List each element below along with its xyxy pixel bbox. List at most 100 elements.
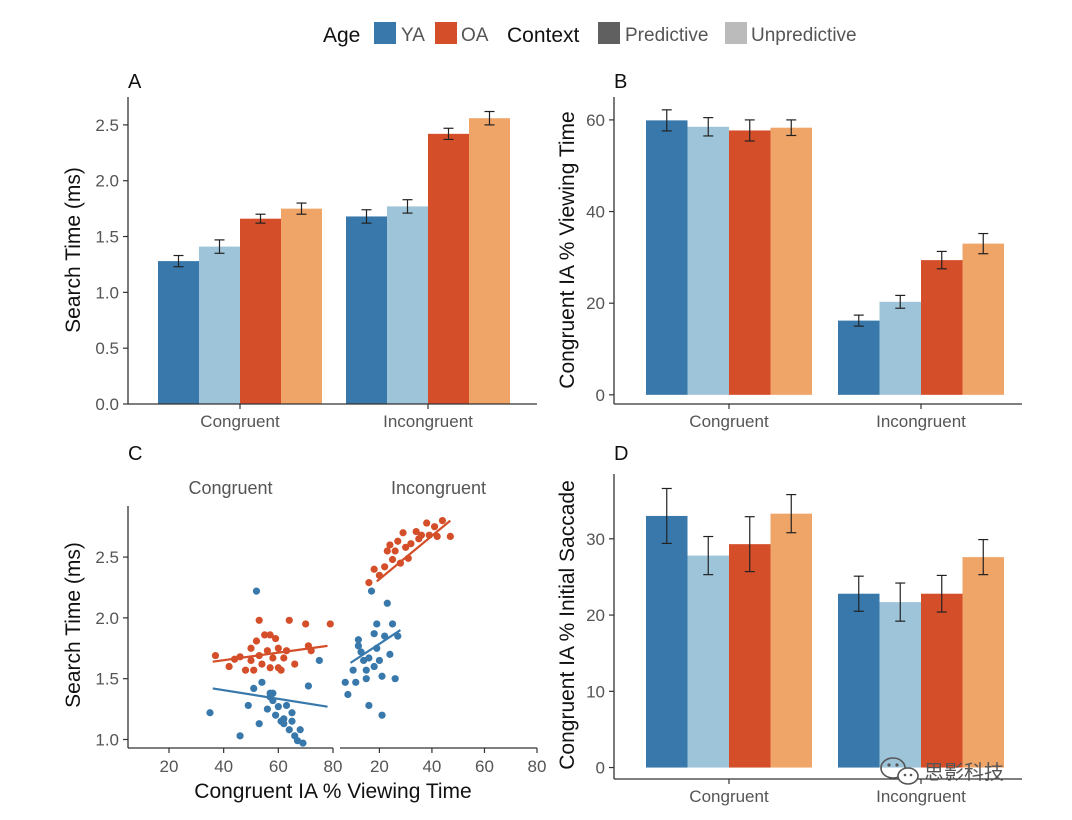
panel-c-point [263, 647, 271, 655]
panel-c-x-tick-label: 40 [422, 757, 441, 776]
panel-a-x-tick-label: Incongruent [383, 412, 473, 431]
panel-d-bar [921, 593, 963, 768]
panel-c-point [354, 636, 362, 644]
panel-c-point [266, 631, 274, 639]
panel-c-letter: C [128, 443, 142, 465]
panel-a-y-tick-label: 1.5 [95, 228, 119, 247]
panel-a-y-tick-label: 2.0 [95, 172, 119, 191]
panel-d: D Congruent IA % Initial Saccade Congruent… [556, 443, 1022, 806]
panel-c-x-tick-label: 60 [475, 757, 494, 776]
panel-c-x-axis-title: Congruent IA % Viewing Time [194, 780, 471, 803]
legend-swatch-oa [435, 22, 457, 44]
panel-c-point [362, 675, 370, 683]
panel-c-point [288, 709, 296, 717]
panel-c-facet-label: Congruent [188, 478, 272, 498]
panel-c-point [272, 711, 280, 719]
panel-c-point [417, 531, 426, 539]
legend-age-title: Age [323, 24, 360, 47]
panel-c-point [274, 703, 282, 711]
panel-c-point [383, 599, 391, 607]
panel-b-x-tick-label: Congruent [689, 412, 769, 431]
panel-d-bar [646, 515, 688, 768]
panel-c-y-tick-label: 1.5 [95, 670, 119, 689]
panel-c-point [407, 540, 415, 548]
panel-b: B Congruent IA % Viewing Time Congruent Inc… [556, 71, 1022, 431]
panel-c-point [402, 543, 410, 551]
panel-c-point [378, 672, 386, 680]
panel-c-point [373, 620, 381, 628]
panel-c-point [285, 616, 293, 624]
panel-a-y-tick-label: 0.0 [95, 395, 119, 414]
panel-d-bar [770, 513, 812, 768]
panel-c-point [266, 664, 274, 672]
panel-c-y-tick-label: 2.5 [95, 548, 119, 567]
panel-a-bar [469, 118, 510, 404]
panel-c-point [252, 637, 261, 645]
panel-c-point [285, 726, 293, 734]
panel-c: C Search Time (ms) Congruent IA % Viewing … [62, 443, 546, 803]
panel-b-x-tick-label: Incongruent [876, 412, 966, 431]
panel-a-y-tick-label: 1.0 [95, 283, 119, 302]
panel-c-point [299, 739, 307, 747]
panel-c-fit-line [376, 519, 452, 583]
panel-c-point [293, 737, 302, 745]
panel-c-point [315, 656, 323, 665]
panel-b-y-tick-label: 20 [586, 294, 605, 313]
panel-a-letter: A [128, 71, 142, 93]
panel-a-bar [240, 218, 281, 404]
panel-a: A Search Time (ms) Congruent Incongruent 0.0… [62, 71, 537, 431]
panel-b-bar [770, 127, 812, 395]
panel-c-point [370, 565, 378, 573]
panel-c-point [367, 587, 376, 595]
panel-c-point [252, 587, 261, 595]
wechat-icon [880, 757, 919, 785]
legend-context-title: Context [507, 24, 580, 47]
panel-c-point [399, 529, 407, 537]
panel-c-point [280, 715, 288, 723]
panel-c-point [370, 662, 378, 671]
panel-c-point [388, 620, 397, 628]
panel-c-x-tick-label: 60 [269, 757, 288, 776]
panel-c-fit-line [212, 644, 328, 663]
panel-b-bar [729, 130, 771, 395]
panel-b-bar [921, 260, 963, 395]
legend-swatch-ya [374, 22, 396, 44]
panel-c-point [352, 678, 360, 686]
panel-c-point [391, 675, 399, 683]
watermark-text: 思影科技 [924, 761, 1004, 784]
panel-c-facet-label: Incongruent [391, 478, 486, 498]
panel-c-point [250, 684, 258, 693]
panel-c-point [291, 660, 299, 668]
panel-c-point [263, 705, 271, 713]
legend-swatch-unpredictive [725, 22, 747, 44]
panel-c-point [255, 616, 263, 624]
panel-c-point [341, 678, 349, 686]
panel-c-point [365, 654, 373, 662]
panel-c-x-tick-label: 80 [528, 757, 547, 776]
panel-c-fit-line [212, 687, 328, 708]
panel-c-point [381, 563, 389, 571]
panel-d-y-tick-label: 10 [586, 682, 605, 701]
panel-c-point [269, 689, 277, 697]
watermark: 思影科技 [880, 757, 1004, 785]
panel-c-y-axis-title: Search Time (ms) [62, 542, 85, 708]
panel-a-bar [387, 206, 428, 404]
panel-c-point [378, 711, 386, 719]
panel-d-bar [838, 593, 880, 768]
panel-c-point [446, 532, 454, 541]
panel-c-point [236, 732, 244, 740]
panel-c-point [391, 547, 399, 555]
panel-b-bar [646, 120, 688, 395]
panel-c-point [261, 631, 269, 639]
panel-d-x-tick-label: Incongruent [876, 787, 966, 806]
panel-c-point [250, 666, 258, 674]
panel-d-bar [687, 555, 729, 768]
panel-c-point [365, 701, 373, 710]
panel-c-point [225, 662, 233, 671]
panel-c-point [277, 666, 285, 674]
panel-b-bar [687, 126, 729, 395]
panel-c-point [386, 541, 394, 549]
panel-a-bar [346, 216, 387, 404]
panel-c-point [438, 516, 447, 525]
